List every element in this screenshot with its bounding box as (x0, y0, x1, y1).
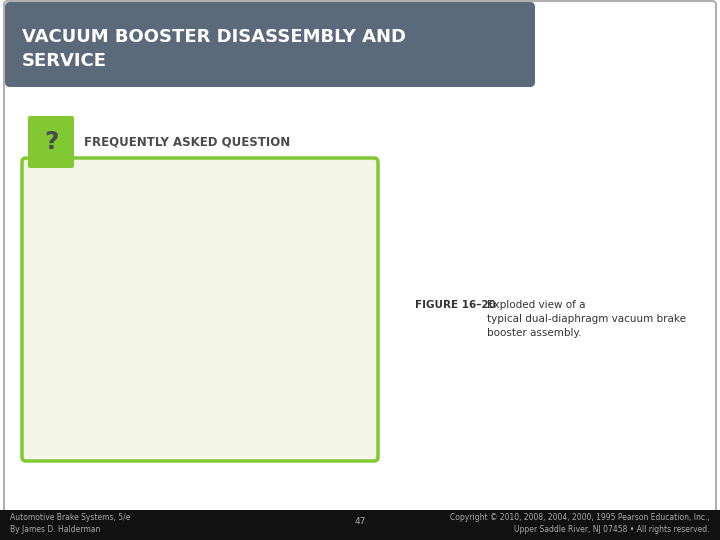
FancyBboxPatch shape (5, 2, 535, 87)
Text: FIGURE 16–20: FIGURE 16–20 (415, 300, 500, 310)
Text: SERVICE: SERVICE (22, 52, 107, 70)
Text: Copyright © 2010, 2008, 2004, 2000, 1995 Pearson Education, Inc.,
Upper Saddle R: Copyright © 2010, 2008, 2004, 2000, 1995… (450, 513, 710, 535)
FancyBboxPatch shape (4, 1, 716, 514)
FancyBboxPatch shape (28, 116, 74, 168)
Text: VACUUM BOOSTER DISASSEMBLY AND: VACUUM BOOSTER DISASSEMBLY AND (22, 28, 406, 46)
Text: Automotive Brake Systems, 5/e
By James D. Halderman: Automotive Brake Systems, 5/e By James D… (10, 513, 130, 535)
Text: 47: 47 (354, 516, 366, 525)
Text: Exploded view of a
typical dual-diaphragm vacuum brake
booster assembly.: Exploded view of a typical dual-diaphrag… (487, 300, 686, 338)
Text: FREQUENTLY ASKED QUESTION: FREQUENTLY ASKED QUESTION (84, 136, 290, 148)
FancyBboxPatch shape (22, 158, 378, 461)
Bar (0, 510, 720, 540)
Text: ?: ? (44, 130, 58, 154)
